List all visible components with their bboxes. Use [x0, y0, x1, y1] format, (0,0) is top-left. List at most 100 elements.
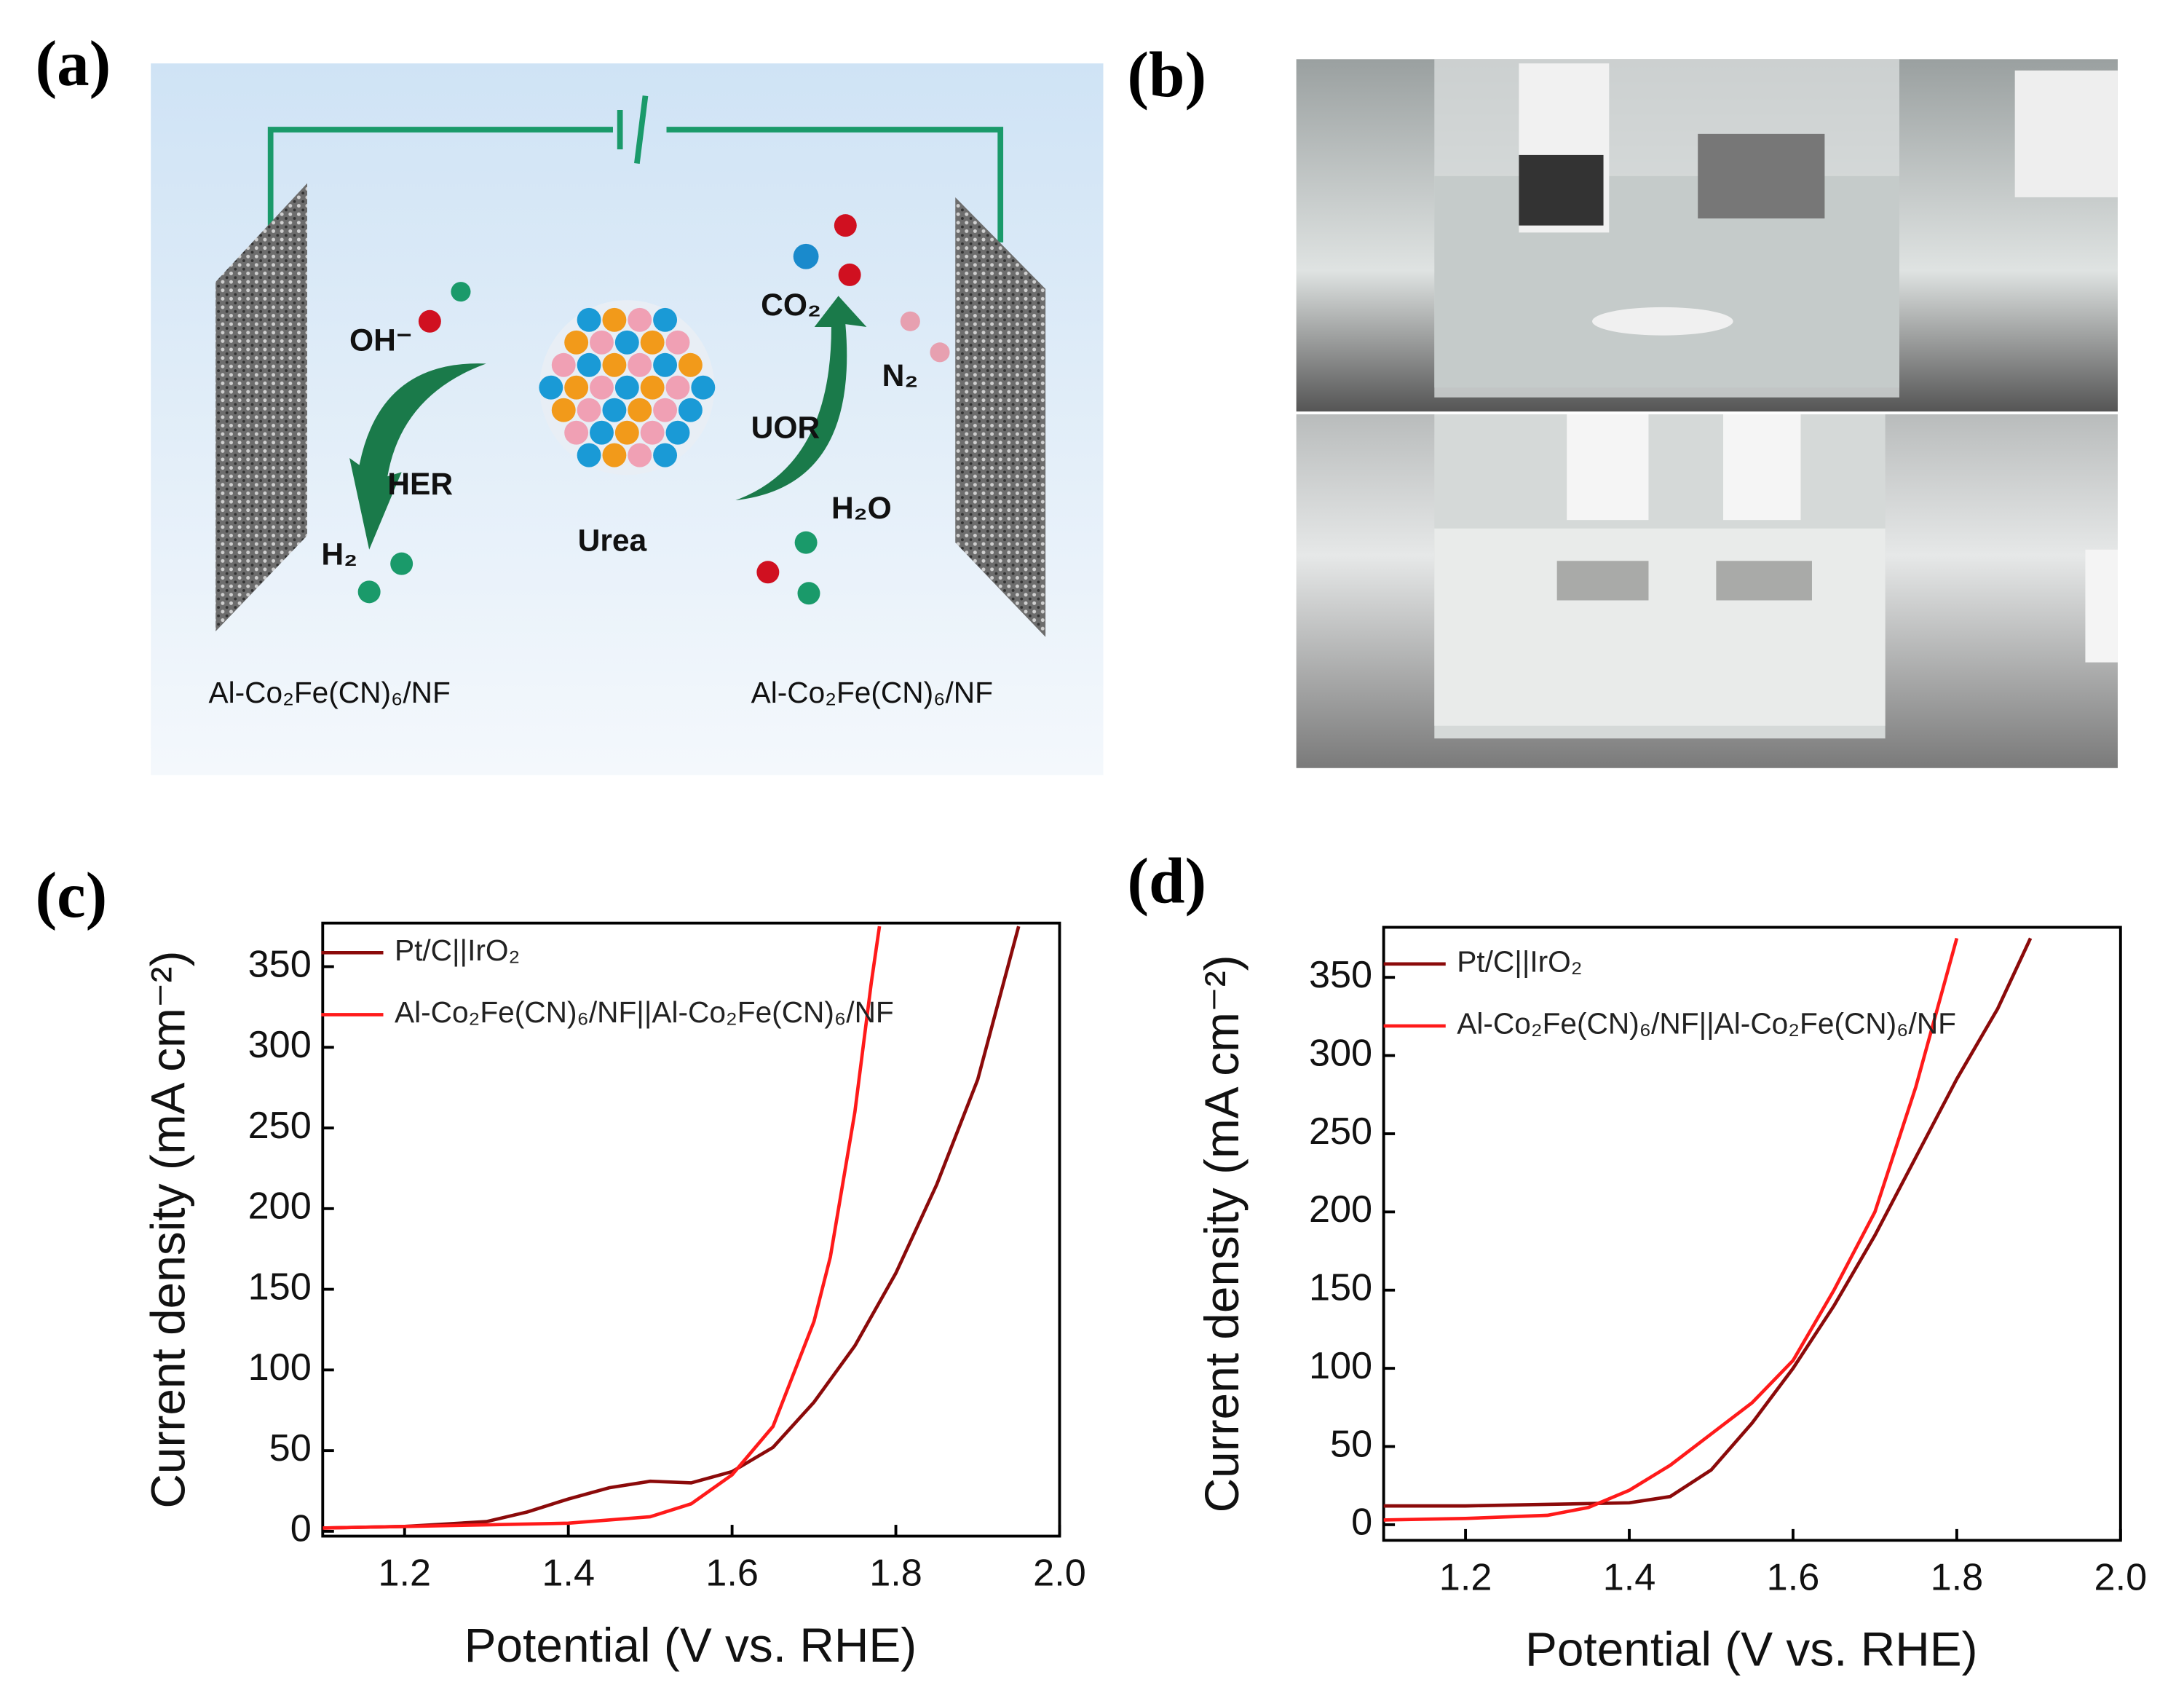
urea-ball: [665, 330, 690, 355]
photo: [1296, 59, 2118, 768]
urea-ball: [551, 352, 576, 377]
x-axis-label: Potential (V vs. RHE): [1525, 1622, 1978, 1676]
urea-ball: [653, 443, 678, 467]
x-tick-label: 1.2: [378, 1552, 431, 1595]
x-axis-label: Potential (V vs. RHE): [464, 1618, 917, 1672]
urea-cluster: [539, 300, 716, 475]
y-tick-label: 250: [1309, 1110, 1372, 1153]
foam-electrode: [1716, 561, 1812, 601]
urea-ball: [577, 352, 601, 377]
urea-ball: [640, 420, 665, 445]
legend-label: Pt/C||IrO₂: [395, 934, 520, 967]
panel-label: (b): [1127, 40, 1206, 111]
y-tick-label: 50: [269, 1427, 312, 1469]
diagram-label: OH⁻: [349, 323, 412, 358]
x-tick-label: 1.2: [1439, 1556, 1492, 1598]
urea-ball: [614, 420, 639, 445]
urea-ball: [628, 307, 652, 332]
y-tick-label: 150: [1309, 1267, 1372, 1309]
y-tick-label: 350: [1309, 954, 1372, 996]
solution: [1434, 175, 1899, 388]
series-line: [1383, 937, 1959, 1522]
foam-electrode: [1556, 561, 1649, 601]
urea-ball: [602, 443, 627, 467]
x-tick-label: 2.0: [2094, 1556, 2148, 1598]
foam-electrode: [1698, 133, 1825, 218]
arrow: [735, 296, 867, 501]
y-tick-label: 300: [1309, 1032, 1372, 1074]
panel-label: (a): [35, 28, 111, 100]
y-tick-label: 100: [1309, 1345, 1372, 1387]
molecules: [357, 214, 950, 605]
diagram-label: Urea: [578, 523, 647, 558]
x-tick-label: 1.4: [1603, 1556, 1656, 1598]
arrow: [349, 363, 486, 550]
urea-ball: [590, 420, 614, 445]
y-axis-label: Current density (mA cm⁻²): [141, 951, 195, 1509]
series-line: [323, 926, 1021, 1530]
diagram: OH⁻ HER H₂ Urea CO₂ UOR N₂ H₂O Al-Co₂Fe(…: [151, 63, 1104, 775]
y-axis-label: Current density (mA cm⁻²): [1195, 955, 1249, 1512]
stir-bar: [1592, 307, 1733, 336]
plot-frame: [321, 921, 1061, 1538]
urea-ball: [678, 398, 703, 422]
x-tick-label: 1.6: [1767, 1556, 1820, 1598]
urea-ball: [602, 352, 627, 377]
panel-label: (d): [1127, 846, 1206, 917]
urea-ball: [628, 398, 652, 422]
panel-label: (c): [35, 860, 107, 931]
x-tick-label: 1.8: [869, 1552, 922, 1595]
y-tick-label: 350: [248, 943, 312, 985]
legend-label: Al-Co₂Fe(CN)₆/NF||Al-Co₂Fe(CN)₆/NF: [395, 995, 894, 1029]
y-tick-label: 50: [1330, 1423, 1372, 1465]
urea-ball: [614, 375, 639, 400]
urea-ball: [653, 307, 678, 332]
diagram-label: CO₂: [761, 288, 821, 323]
urea-ball: [691, 375, 716, 400]
y-tick-label: 300: [248, 1024, 312, 1066]
y-tick-label: 0: [290, 1508, 312, 1550]
electrode-label: Al-Co₂Fe(CN)₆/NF: [209, 676, 451, 709]
urea-ball: [602, 398, 627, 422]
y-tick-label: 150: [248, 1266, 312, 1308]
urea-ball: [564, 420, 589, 445]
legend-label: Pt/C||IrO₂: [1457, 945, 1582, 979]
x-tick-label: 1.4: [542, 1552, 595, 1595]
y-tick-label: 200: [1309, 1188, 1372, 1231]
battery: [634, 95, 649, 164]
y-tick-label: 250: [248, 1105, 312, 1147]
urea-ball: [590, 330, 614, 355]
solution: [1434, 528, 1886, 726]
urea-ball: [665, 420, 690, 445]
wire: [267, 127, 613, 247]
electrode-holder: [1723, 414, 1801, 521]
diagram-label: H₂O: [831, 491, 892, 526]
plot-frame: [1382, 926, 2122, 1542]
diagram-label: HER: [387, 467, 453, 502]
urea-ball: [653, 352, 678, 377]
urea-ball: [653, 398, 678, 422]
urea-ball: [628, 352, 652, 377]
electrode-label: Al-Co₂Fe(CN)₆/NF: [751, 676, 993, 709]
wire: [666, 127, 1004, 242]
urea-ball: [577, 443, 601, 467]
urea-ball: [640, 330, 665, 355]
urea-ball: [602, 307, 627, 332]
object: [2085, 549, 2118, 663]
series-line: [323, 926, 882, 1530]
urea-ball: [628, 443, 652, 467]
urea-ball: [564, 375, 589, 400]
diagram-label: UOR: [751, 411, 820, 446]
urea-ball: [577, 307, 601, 332]
electrode: [955, 197, 1046, 637]
urea-ball: [577, 398, 601, 422]
urea-ball: [551, 398, 576, 422]
urea-ball: [678, 352, 703, 377]
electrode: [215, 183, 307, 632]
urea-ball: [590, 375, 614, 400]
diagram-label: N₂: [882, 358, 919, 393]
x-tick-label: 2.0: [1033, 1552, 1086, 1595]
foam-electrode: [1519, 154, 1604, 226]
urea-ball: [539, 375, 563, 400]
